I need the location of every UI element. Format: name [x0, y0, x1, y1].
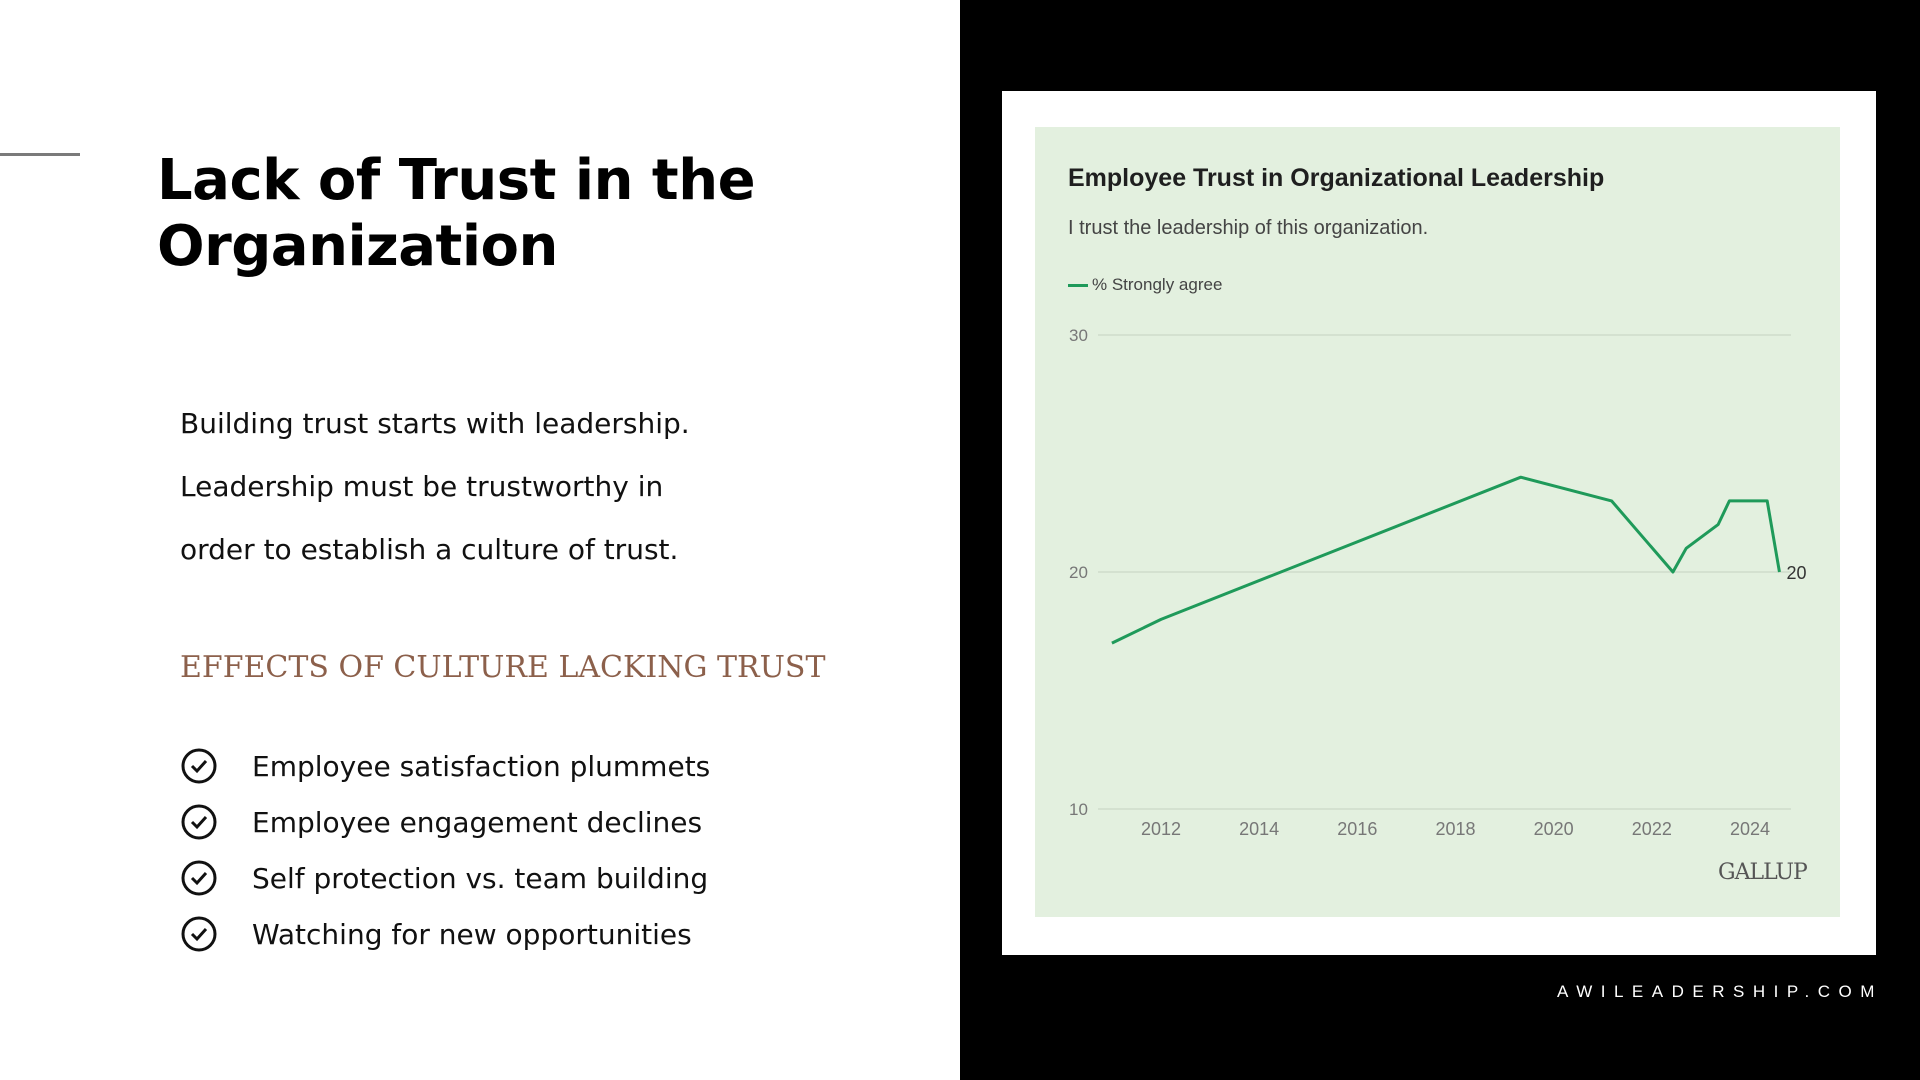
check-circle-icon: [181, 916, 217, 952]
gallup-logo: GALLUP: [1718, 860, 1808, 885]
list-item: Employee satisfaction plummets: [180, 738, 710, 794]
slide-title: Lack of Trust in the Organization: [157, 148, 756, 279]
check-circle-icon: [181, 804, 217, 840]
list-item-text: Self protection vs. team building: [252, 861, 709, 895]
list-item-text: Employee engagement declines: [252, 805, 703, 839]
list-item: Watching for new opportunities: [180, 906, 710, 962]
list-item: Self protection vs. team building: [180, 850, 710, 906]
check-circle-icon: [181, 860, 217, 896]
chart-panel: [1035, 127, 1840, 917]
list-item: Employee engagement declines: [180, 794, 710, 850]
list-item-text: Employee satisfaction plummets: [252, 749, 711, 783]
intro-text: Building trust starts with leadership. L…: [180, 392, 820, 581]
chart-legend: % Strongly agree: [1068, 275, 1222, 295]
left-panel: Lack of Trust in the Organization Buildi…: [0, 148, 826, 962]
intro-line: Leadership must be trustworthy in: [180, 470, 664, 503]
effects-heading: EFFECTS OF CULTURE LACKING TRUST: [180, 650, 826, 685]
legend-label: % Strongly agree: [1092, 275, 1223, 294]
chart-title: Employee Trust in Organizational Leaders…: [1068, 164, 1605, 192]
intro-line: Building trust starts with leadership.: [180, 407, 690, 440]
accent-line: [0, 153, 80, 156]
chart-subtitle: I trust the leadership of this organizat…: [1068, 217, 1429, 239]
footer-url: AWILEADERSHIP.COM: [1557, 982, 1883, 1001]
effects-list: Employee satisfaction plummets Employee …: [180, 738, 710, 962]
check-circle-icon: [181, 748, 217, 784]
list-item-text: Watching for new opportunities: [252, 917, 692, 951]
legend-swatch: [1068, 283, 1088, 287]
intro-line: order to establish a culture of trust.: [180, 533, 679, 566]
